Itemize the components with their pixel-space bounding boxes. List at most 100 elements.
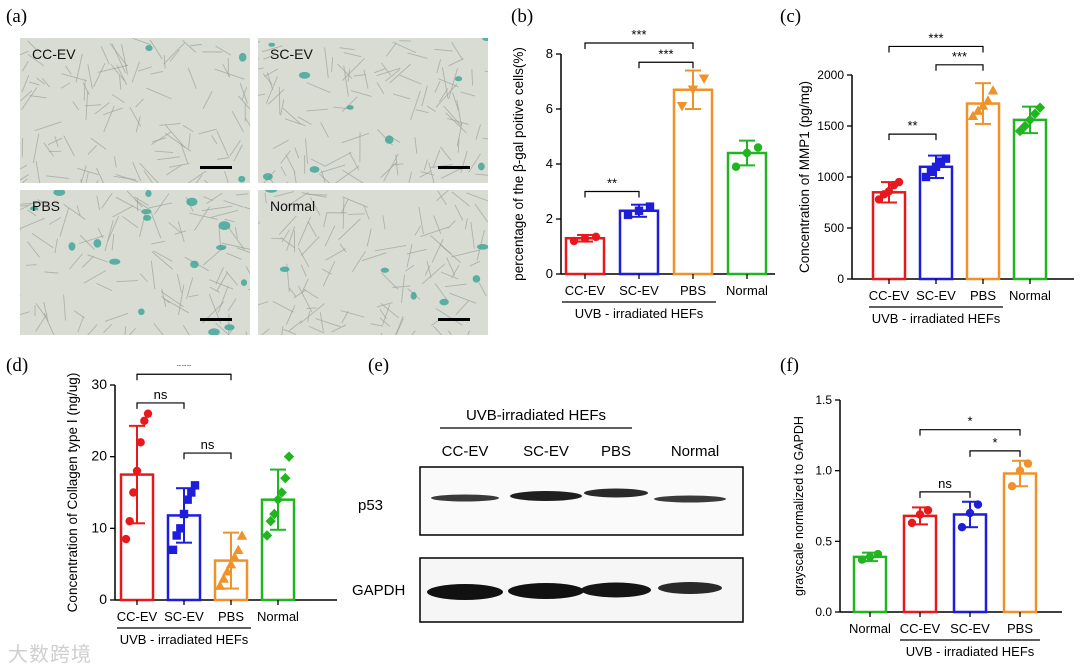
cell bbox=[148, 202, 173, 209]
cell bbox=[165, 164, 183, 176]
cell-texture bbox=[258, 190, 488, 335]
cell bbox=[439, 146, 452, 161]
cell bbox=[258, 301, 269, 306]
cell bbox=[286, 226, 295, 252]
stained-cell bbox=[93, 238, 102, 248]
cell bbox=[21, 178, 28, 183]
cell bbox=[187, 170, 207, 183]
bar bbox=[965, 102, 1001, 281]
data-point bbox=[1007, 482, 1017, 491]
cell bbox=[27, 54, 45, 67]
cell bbox=[447, 117, 469, 125]
cell bbox=[54, 238, 58, 254]
cell bbox=[321, 170, 326, 183]
cell bbox=[163, 55, 166, 69]
cell bbox=[376, 82, 385, 95]
cell bbox=[460, 150, 468, 173]
stained-cell bbox=[208, 328, 220, 335]
significance-label: ns bbox=[154, 387, 168, 402]
cell bbox=[293, 171, 297, 183]
cell bbox=[82, 82, 90, 95]
cell bbox=[260, 328, 270, 335]
cell bbox=[395, 318, 404, 335]
cell bbox=[420, 226, 450, 238]
cell bbox=[216, 157, 230, 160]
cell bbox=[448, 58, 464, 67]
data-point bbox=[179, 509, 189, 519]
cell bbox=[348, 213, 365, 215]
cell bbox=[451, 249, 480, 258]
cell bbox=[59, 207, 70, 237]
micrograph-label: SC-EV bbox=[270, 46, 313, 62]
data-point bbox=[125, 516, 134, 526]
cell bbox=[221, 242, 250, 250]
cell bbox=[389, 63, 411, 84]
cell bbox=[455, 300, 469, 315]
data-point bbox=[957, 523, 967, 532]
data-point bbox=[121, 534, 131, 544]
cell bbox=[129, 106, 142, 127]
cell bbox=[93, 63, 106, 88]
cell bbox=[80, 165, 87, 183]
cell bbox=[135, 116, 141, 133]
cell bbox=[385, 42, 397, 57]
y-tick-label: 4 bbox=[546, 156, 553, 171]
panel-letter-b: (b) bbox=[511, 6, 534, 27]
cell bbox=[143, 170, 153, 183]
cell bbox=[215, 45, 232, 56]
cell bbox=[217, 285, 229, 313]
cell bbox=[26, 264, 37, 266]
cell bbox=[83, 79, 86, 101]
cell bbox=[27, 241, 40, 258]
data-point bbox=[623, 210, 633, 220]
x-tick-label: CC-EV bbox=[565, 283, 606, 298]
cell bbox=[339, 243, 347, 253]
cell bbox=[87, 145, 98, 155]
cell bbox=[116, 64, 128, 85]
x-tick-label: SC-EV bbox=[950, 621, 990, 636]
cell bbox=[96, 282, 113, 292]
cell bbox=[468, 153, 481, 173]
cell bbox=[363, 69, 369, 89]
cell bbox=[445, 112, 467, 134]
cell bbox=[65, 65, 72, 75]
bar bbox=[726, 151, 768, 276]
cell bbox=[29, 95, 47, 99]
stained-cell bbox=[145, 190, 152, 197]
cell bbox=[188, 294, 199, 298]
cell bbox=[366, 228, 372, 247]
watermark: 大数跨境 bbox=[8, 642, 92, 666]
cell bbox=[401, 274, 405, 303]
cell bbox=[382, 215, 386, 230]
cell bbox=[28, 81, 40, 86]
data-point bbox=[569, 236, 579, 246]
cell bbox=[342, 58, 365, 81]
cell bbox=[280, 150, 291, 164]
y-tick-label: 1500 bbox=[817, 119, 844, 133]
cell bbox=[149, 210, 162, 239]
cell bbox=[149, 39, 163, 60]
cell bbox=[374, 244, 407, 252]
data-point bbox=[218, 573, 229, 583]
cell bbox=[32, 133, 40, 164]
cell bbox=[104, 220, 114, 252]
cell bbox=[307, 311, 311, 323]
group-label: UVB - irradiated HEFs bbox=[120, 632, 249, 647]
blot-lane-label: CC-EV bbox=[442, 443, 489, 460]
data-point bbox=[698, 74, 710, 84]
cell bbox=[341, 96, 358, 112]
cell bbox=[61, 73, 87, 82]
cell bbox=[168, 162, 190, 168]
cell bbox=[452, 92, 460, 112]
data-point bbox=[873, 549, 883, 559]
micrograph-label: PBS bbox=[32, 198, 61, 214]
cell bbox=[241, 87, 248, 100]
cell bbox=[113, 175, 137, 181]
cell bbox=[20, 205, 29, 207]
data-point bbox=[172, 531, 181, 540]
significance-label: *** bbox=[928, 30, 943, 45]
cell bbox=[229, 140, 241, 157]
cell bbox=[74, 310, 85, 319]
cell bbox=[100, 46, 110, 65]
blot-lane-label: Normal bbox=[671, 443, 719, 460]
